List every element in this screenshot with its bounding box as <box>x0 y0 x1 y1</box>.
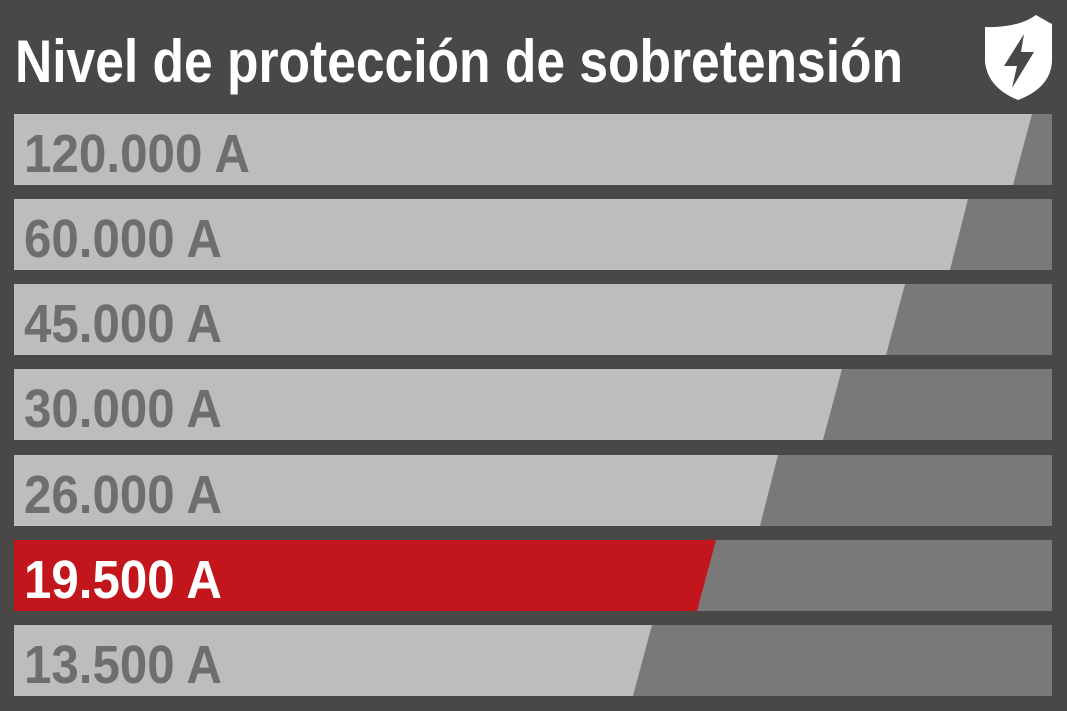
row-fill <box>14 455 778 526</box>
level-label: 13.500 A <box>24 635 222 695</box>
level-label: 30.000 A <box>24 379 222 439</box>
level-label: 120.000 A <box>24 124 250 184</box>
title: Nivel de protección de sobretensión <box>15 28 903 95</box>
level-row: 60.000 A <box>14 199 1052 270</box>
level-row: 45.000 A <box>14 284 1052 355</box>
level-label-highlighted: 19.500 A <box>24 550 222 610</box>
row-fill <box>14 284 905 355</box>
level-row: 26.000 A <box>14 455 1052 526</box>
shield-icon <box>985 15 1052 100</box>
row-fill <box>14 114 1032 185</box>
level-row: 13.500 A <box>14 625 1052 696</box>
level-row-highlighted: 19.500 A <box>14 540 1052 611</box>
level-label: 26.000 A <box>24 465 222 525</box>
row-fill <box>14 369 842 440</box>
level-row: 30.000 A <box>14 369 1052 440</box>
level-label: 45.000 A <box>24 294 222 354</box>
row-fill-highlighted <box>14 540 716 611</box>
row-fill <box>14 199 968 270</box>
level-label: 60.000 A <box>24 209 222 269</box>
row-fill <box>14 625 652 696</box>
level-row: 120.000 A <box>14 114 1052 185</box>
